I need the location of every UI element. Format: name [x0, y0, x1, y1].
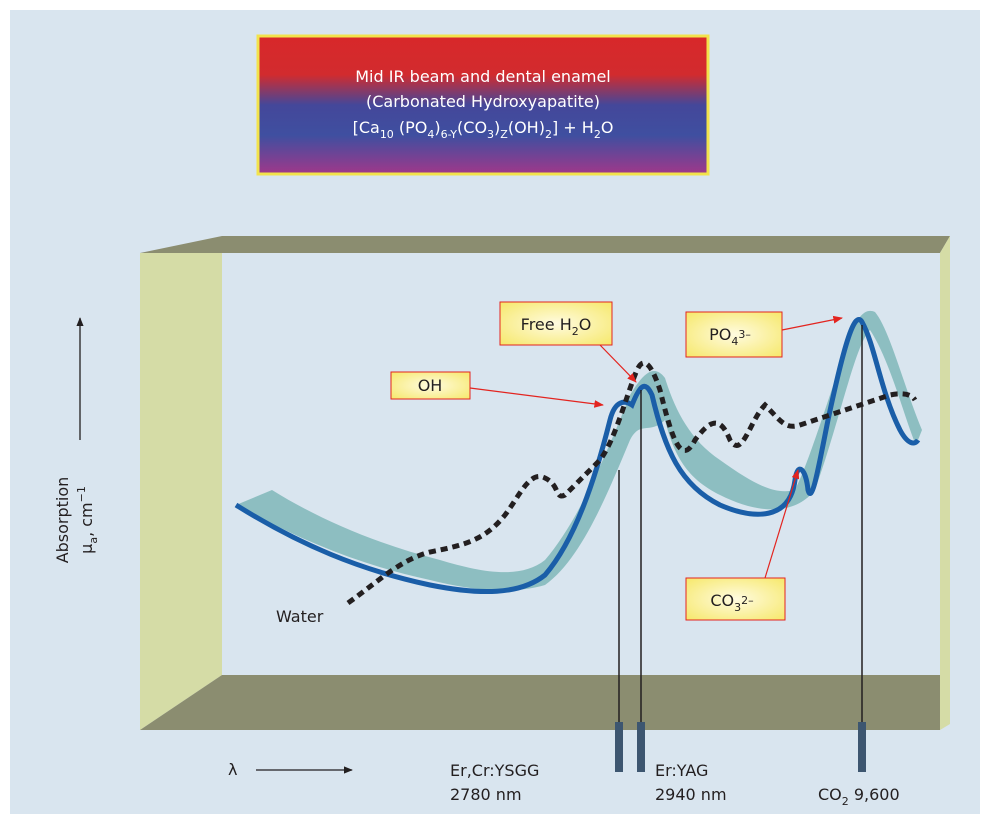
text-part: (OH): [508, 118, 545, 137]
text-part: ): [494, 118, 500, 137]
text-part: 2: [545, 128, 552, 141]
title-line: Mid IR beam and dental enamel: [355, 67, 611, 86]
text-part: ] + H: [552, 118, 594, 137]
text-part: 4: [427, 128, 434, 141]
arrow: [764, 469, 800, 579]
text-part: [Ca: [353, 118, 380, 137]
x-axis-label: λ: [228, 760, 237, 779]
text-part: , cm: [77, 502, 96, 537]
text-part: −1: [75, 486, 88, 502]
laser-wavelength: 2780 nm: [450, 785, 522, 804]
arrow: [781, 315, 843, 331]
ribbon: [236, 310, 922, 591]
label-box: [685, 311, 783, 358]
title-line: (Carbonated Hydroxyapatite): [366, 92, 600, 111]
laser-name: Er:YAG: [655, 761, 708, 780]
text-part: 10: [380, 128, 394, 141]
text-part: O: [579, 315, 592, 334]
label-box: [390, 371, 471, 400]
bottom-face: [140, 675, 940, 730]
laser-name: Er,Cr:YSGG: [450, 761, 539, 780]
text-part: 3: [487, 128, 494, 141]
water-label: Water: [276, 607, 324, 626]
text-part: ): [434, 118, 440, 137]
title-text: Mid IR beam and dental enamel (Carbonate…: [353, 67, 614, 141]
laser-bar: [637, 722, 645, 772]
laser-bar: [858, 722, 866, 772]
text-part: (PO: [394, 118, 428, 137]
y-axis-unit: μa, cm−1: [75, 486, 100, 554]
laser-name: CO2 9,600: [818, 785, 900, 808]
text-part: Free H: [521, 315, 572, 334]
text-part: a: [87, 537, 100, 544]
phosphate-label: PO43–: [709, 325, 751, 348]
water-curve: [346, 360, 918, 606]
text-part: CO: [710, 591, 734, 610]
text-part: 3–: [738, 328, 751, 341]
text-part: 2: [572, 325, 579, 338]
laser-wavelength: 2940 nm: [655, 785, 727, 804]
laser-bar: [615, 722, 623, 772]
free-water-label: Free H2O: [521, 315, 592, 338]
top-face: [140, 236, 950, 253]
text-part: μ: [77, 544, 96, 554]
arrow: [599, 344, 637, 383]
text-part: CO: [818, 785, 842, 804]
y-axis-label: Absorption: [53, 477, 72, 564]
left-face: [140, 253, 222, 730]
text-part: Z: [500, 128, 508, 141]
text-part: 4: [731, 335, 738, 348]
enamel-curve: [234, 317, 921, 595]
text-part: 9,600: [849, 785, 900, 804]
carbonate-label: CO32–: [710, 591, 753, 614]
text-part: 6-Y: [441, 128, 458, 141]
text-part: 2: [842, 795, 849, 808]
text-part: 2–: [741, 594, 754, 607]
text-part: 3: [734, 601, 741, 614]
label-box: [499, 301, 613, 346]
oh-label: OH: [418, 376, 443, 395]
text-part: O: [601, 118, 614, 137]
arrow: [469, 387, 604, 408]
text-part: 2: [594, 128, 601, 141]
title-box: [256, 34, 710, 176]
right-face: [940, 236, 950, 730]
text-part: (CO: [457, 118, 487, 137]
label-box: [685, 577, 786, 621]
title-formula: [Ca10 (PO4)6-Y(CO3)Z(OH)2] + H2O: [353, 118, 614, 141]
text-part: PO: [709, 325, 731, 344]
